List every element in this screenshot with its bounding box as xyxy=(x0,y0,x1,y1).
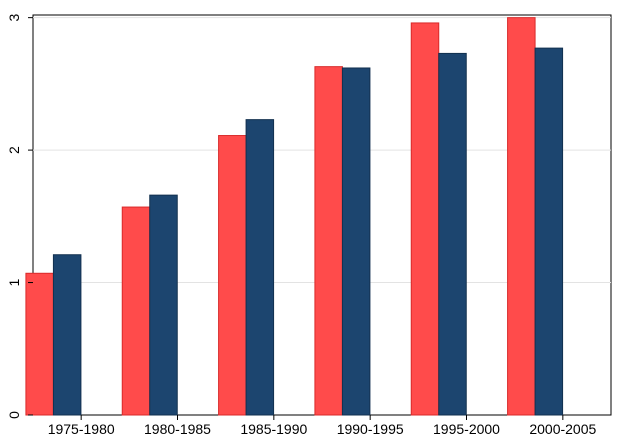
bar xyxy=(245,119,275,416)
x-tick-label: 1990-1995 xyxy=(337,421,404,437)
y-tick-label: 0 xyxy=(6,411,22,419)
y-tick-label: 2 xyxy=(6,146,22,154)
x-axis: 1975-1980 1980-1985 1985-1990 1990-1995 1995… xyxy=(48,415,597,437)
x-tick-label: 1975-1980 xyxy=(48,421,115,437)
x-tick-label: 1980-1985 xyxy=(144,421,211,437)
y-tick-label: 1 xyxy=(6,278,22,286)
bar xyxy=(218,135,247,416)
bar xyxy=(438,52,467,416)
bars xyxy=(25,17,564,416)
y-axis: 0 1 2 3 xyxy=(6,14,33,419)
y-tick-label: 3 xyxy=(6,14,22,22)
bar xyxy=(149,194,178,416)
bar xyxy=(25,272,54,416)
bar xyxy=(534,47,564,416)
bar xyxy=(341,67,371,416)
x-tick-label: 2000-2005 xyxy=(529,421,596,437)
bar xyxy=(314,66,343,416)
bar xyxy=(410,22,440,416)
bar xyxy=(121,206,151,416)
x-tick-label: 1995-2000 xyxy=(433,421,500,437)
bar xyxy=(52,254,82,416)
x-tick-label: 1985-1990 xyxy=(240,421,307,437)
bar xyxy=(507,17,536,416)
